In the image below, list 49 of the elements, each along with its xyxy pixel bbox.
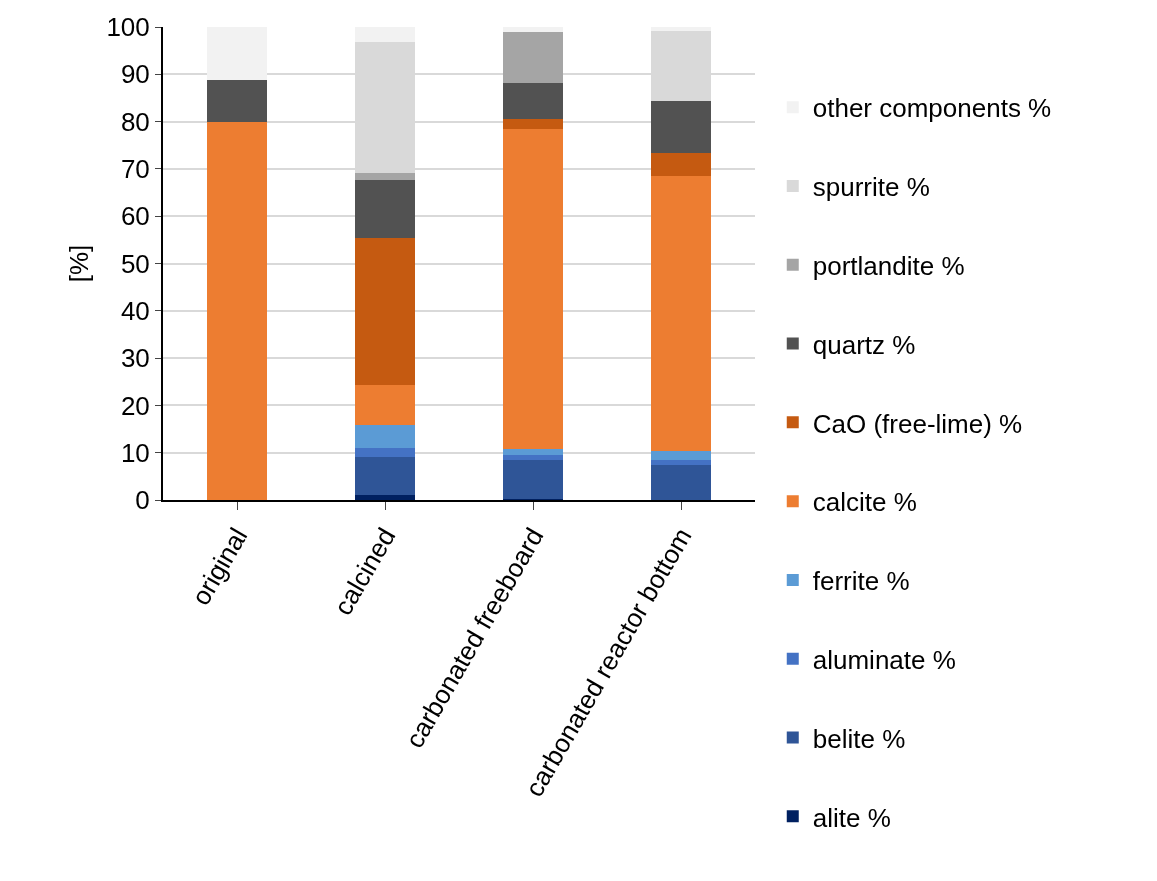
bar: [355, 237, 415, 385]
bar: [651, 153, 711, 177]
bar: [355, 494, 415, 500]
y-tick-label: 80: [120, 106, 150, 137]
y-tick-label: 100: [106, 12, 150, 43]
y-tick-label: 40: [120, 295, 150, 326]
bar: [651, 101, 711, 154]
bar: [503, 454, 563, 460]
bar: [503, 82, 563, 120]
bar: [651, 27, 711, 32]
y-tick-label: 0: [135, 485, 150, 516]
bar: [503, 27, 563, 33]
legend-label: ferrite %: [812, 566, 910, 597]
bar: [355, 173, 415, 180]
y-tick-label: 30: [120, 343, 150, 374]
bar: [503, 449, 563, 455]
y-axis-title: [%]: [64, 244, 95, 283]
y-tick-label: 20: [120, 390, 150, 421]
y-tick-label: 90: [120, 59, 150, 90]
bar: [355, 456, 415, 495]
bar: [207, 27, 267, 81]
bar: [503, 119, 563, 130]
y-tick-label: 60: [120, 201, 150, 232]
legend-label: portlandite %: [812, 250, 965, 281]
bar: [355, 424, 415, 449]
y-tick-label: 50: [120, 248, 150, 279]
bar: [355, 448, 415, 457]
bar: [355, 179, 415, 238]
bar: [651, 465, 711, 500]
bar: [503, 459, 563, 500]
bar: [503, 129, 563, 450]
bar: [651, 176, 711, 452]
legend-label: belite %: [812, 723, 906, 754]
legend-label: CaO (free-lime) %: [812, 408, 1023, 439]
legend-label: spurrite %: [812, 172, 930, 203]
y-tick-label: 70: [120, 154, 150, 184]
bar: [207, 80, 267, 122]
legend-label: calcite %: [812, 487, 917, 518]
y-tick-label: 10: [120, 437, 150, 468]
legend-label: alite %: [812, 802, 891, 833]
bar: [651, 460, 711, 465]
bar: [651, 451, 711, 461]
bar: [355, 384, 415, 425]
bar: [355, 27, 415, 43]
legend-label: aluminate %: [812, 644, 956, 675]
bar: [207, 121, 267, 500]
bar: [503, 32, 563, 83]
legend-label: other components %: [812, 93, 1052, 124]
legend-label: quartz %: [812, 329, 916, 360]
